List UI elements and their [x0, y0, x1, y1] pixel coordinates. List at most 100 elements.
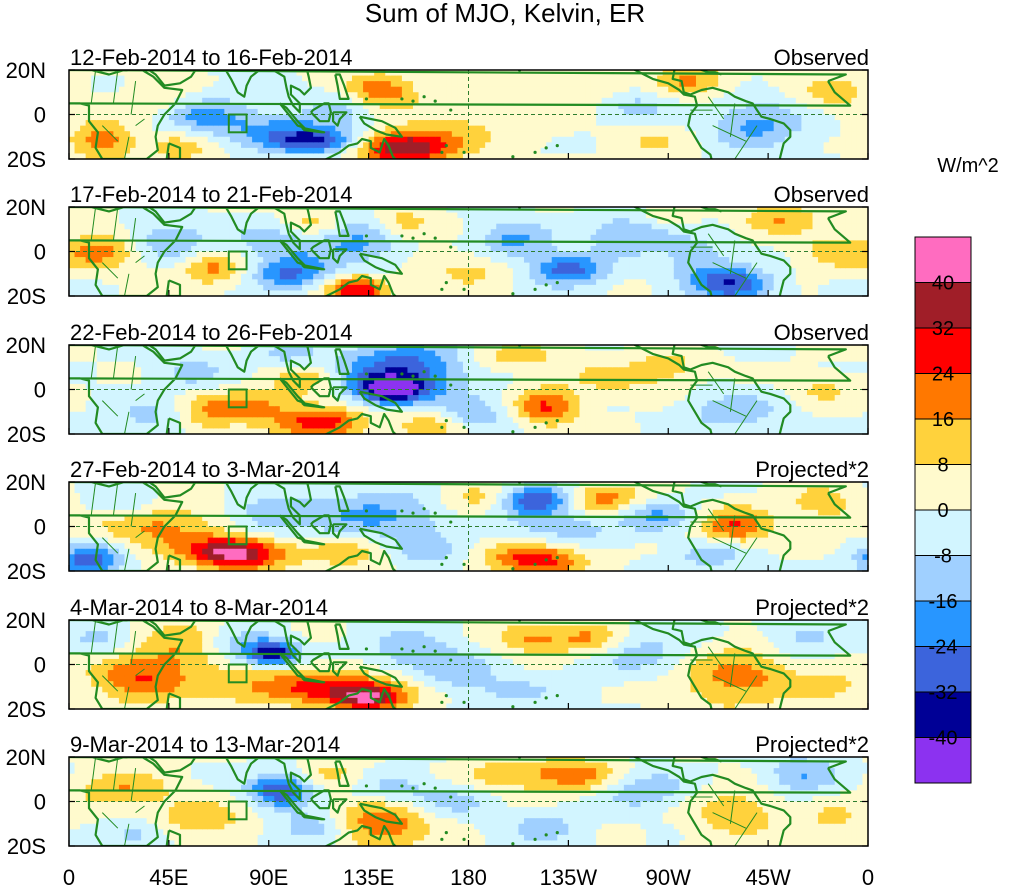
heatmap-cell — [723, 262, 730, 269]
heatmap-cell — [357, 257, 364, 264]
heatmap-cell — [390, 251, 397, 258]
heatmap-cell — [718, 212, 725, 219]
heatmap-cell — [540, 125, 547, 132]
heatmap-cell — [85, 350, 92, 357]
heatmap-cell — [196, 290, 203, 296]
heatmap-cell — [91, 257, 98, 264]
heatmap-cell — [146, 378, 153, 385]
heatmap-cell — [96, 103, 103, 110]
heatmap-cell — [546, 273, 553, 280]
heatmap-cell — [618, 147, 625, 155]
heatmap-cell — [745, 136, 753, 143]
heatmap-cell — [540, 120, 547, 127]
heatmap-cell — [113, 268, 120, 275]
heatmap-cell — [529, 131, 536, 138]
heatmap-cell — [274, 268, 281, 275]
heatmap-cell — [118, 345, 126, 352]
heatmap-cell — [546, 240, 553, 247]
heatmap-cell — [268, 212, 275, 219]
heatmap-cell — [562, 257, 569, 264]
heatmap-cell — [80, 417, 87, 424]
heatmap-cell — [390, 273, 397, 280]
heatmap-cell — [751, 97, 758, 104]
heatmap-cell — [474, 290, 481, 296]
heatmap-cell — [218, 125, 225, 132]
heatmap-cell — [818, 268, 825, 275]
heatmap-cell — [418, 97, 425, 104]
heatmap-cell — [723, 268, 730, 275]
heatmap-cell — [773, 262, 780, 269]
heatmap-cell — [535, 136, 542, 143]
heatmap-cell — [806, 284, 814, 292]
heatmap-cell — [646, 234, 653, 241]
heatmap-cell — [130, 223, 137, 230]
heatmap-cell — [618, 262, 625, 269]
heatmap-cell — [135, 153, 142, 159]
heatmap-cell — [229, 125, 237, 132]
heatmap-cell — [85, 417, 92, 424]
heatmap-cell — [290, 223, 298, 230]
heatmap-cell — [634, 108, 642, 116]
heatmap-cell — [85, 142, 92, 149]
heatmap-cell — [163, 125, 170, 132]
heatmap-cell — [296, 142, 303, 149]
heatmap-cell — [856, 103, 864, 110]
heatmap-cell — [246, 131, 253, 138]
heatmap-cell — [157, 290, 164, 296]
heatmap-cell — [207, 268, 214, 275]
heatmap-cell — [640, 218, 647, 225]
heatmap-cell — [601, 218, 608, 225]
heatmap-cell — [279, 268, 286, 275]
heatmap-cell — [812, 86, 819, 93]
heatmap-cell — [795, 234, 803, 241]
heatmap-cell — [585, 125, 592, 132]
heatmap-cell — [252, 218, 259, 225]
heatmap-cell — [590, 147, 597, 155]
heatmap-cell — [612, 92, 619, 99]
heatmap-cell — [141, 361, 148, 368]
heatmap-cell — [718, 234, 725, 241]
heatmap-cell — [385, 81, 392, 88]
heatmap-cell — [218, 131, 225, 138]
heatmap-cell — [612, 142, 619, 149]
heatmap-cell — [757, 153, 764, 159]
heatmap-cell — [396, 86, 403, 93]
heatmap-cell — [740, 153, 747, 159]
heatmap-cell — [80, 245, 87, 253]
heatmap-cell — [790, 218, 797, 225]
heatmap-cell — [568, 223, 575, 230]
heatmap-cell — [585, 92, 592, 99]
heatmap-cell — [568, 125, 575, 132]
heatmap-cell — [529, 142, 536, 149]
heatmap-cell — [385, 273, 392, 280]
heatmap-cell — [751, 86, 758, 93]
heatmap-cell — [152, 120, 159, 127]
heatmap-cell — [623, 245, 631, 253]
heatmap-cell — [152, 223, 159, 230]
heatmap-cell — [557, 262, 564, 269]
heatmap-cell — [623, 120, 631, 127]
heatmap-cell — [130, 417, 137, 424]
heatmap-cell — [246, 251, 253, 258]
heatmap-cell — [224, 284, 231, 292]
heatmap-cell — [618, 114, 625, 121]
heatmap-cell — [124, 103, 131, 110]
heatmap-cell — [340, 86, 348, 93]
heatmap-cell — [512, 212, 520, 219]
heatmap-cell — [529, 218, 536, 225]
heatmap-cell — [657, 114, 664, 121]
heatmap-cell — [679, 92, 686, 99]
heatmap-cell — [585, 142, 592, 149]
heatmap-cell — [529, 257, 536, 264]
heatmap-cell — [801, 218, 808, 225]
heatmap-cell — [712, 75, 719, 82]
heatmap-cell — [757, 103, 764, 110]
heatmap-cell — [568, 114, 575, 121]
heatmap-cell — [607, 81, 614, 88]
heatmap-cell — [307, 207, 314, 214]
heatmap-cell — [252, 75, 259, 82]
heatmap-cell — [202, 120, 209, 127]
heatmap-cell — [302, 273, 309, 280]
heatmap-cell — [80, 262, 87, 269]
heatmap-cell — [612, 245, 619, 253]
